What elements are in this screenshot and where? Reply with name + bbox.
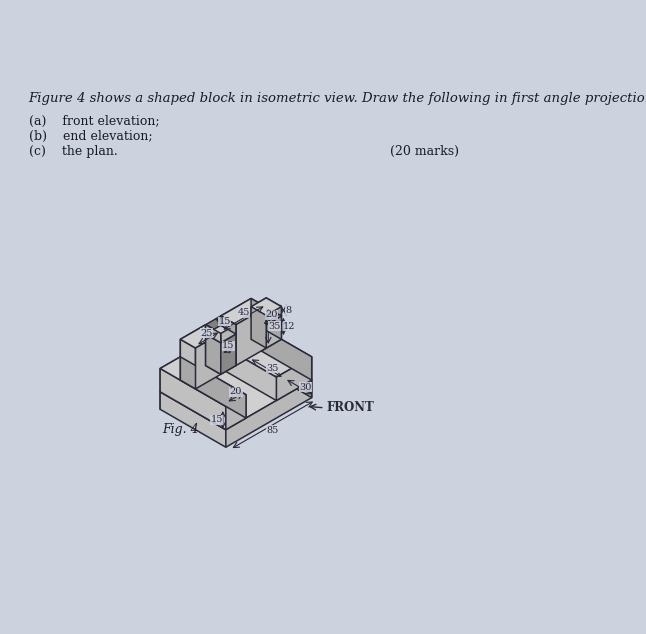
Text: FRONT: FRONT (326, 401, 374, 415)
Polygon shape (246, 319, 312, 380)
Polygon shape (221, 325, 236, 343)
Text: 20: 20 (265, 311, 278, 320)
Polygon shape (221, 316, 236, 366)
Polygon shape (226, 380, 312, 447)
Polygon shape (251, 298, 282, 315)
Polygon shape (246, 307, 266, 342)
Text: 45: 45 (237, 308, 250, 317)
Text: (c)    the plan.: (c) the plan. (28, 145, 118, 158)
Polygon shape (211, 319, 246, 363)
Polygon shape (246, 307, 282, 328)
Polygon shape (205, 325, 236, 343)
Polygon shape (196, 333, 221, 389)
Polygon shape (205, 316, 221, 366)
Polygon shape (160, 357, 246, 406)
Polygon shape (205, 325, 221, 374)
Text: (20 marks): (20 marks) (390, 145, 459, 158)
Polygon shape (160, 368, 226, 430)
Polygon shape (266, 307, 282, 325)
Polygon shape (180, 339, 196, 389)
Polygon shape (221, 299, 266, 325)
Text: 15: 15 (211, 415, 223, 424)
Polygon shape (211, 319, 312, 377)
Text: 15: 15 (218, 317, 231, 326)
Polygon shape (205, 357, 236, 374)
Polygon shape (251, 298, 266, 316)
Polygon shape (266, 298, 282, 316)
Polygon shape (160, 342, 246, 410)
Polygon shape (251, 307, 266, 325)
Text: 85: 85 (267, 425, 279, 434)
Polygon shape (266, 307, 282, 339)
Text: 20: 20 (230, 387, 242, 396)
Text: Fig. 4: Fig. 4 (162, 423, 199, 436)
Polygon shape (180, 325, 205, 380)
Text: 15: 15 (222, 341, 234, 350)
Polygon shape (246, 342, 312, 398)
Polygon shape (221, 299, 251, 357)
Polygon shape (211, 339, 276, 401)
Polygon shape (160, 357, 180, 392)
Text: (a)    front elevation;: (a) front elevation; (28, 115, 159, 127)
Polygon shape (221, 316, 236, 366)
Text: 8: 8 (286, 306, 292, 314)
Polygon shape (261, 316, 282, 351)
Text: 30: 30 (300, 383, 312, 392)
Polygon shape (221, 316, 236, 334)
Text: Figure 4 shows a shaped block in isometric view. Draw the following in first ang: Figure 4 shows a shaped block in isometr… (28, 92, 646, 105)
Polygon shape (160, 392, 226, 447)
Text: 25: 25 (200, 328, 213, 338)
Polygon shape (251, 299, 266, 348)
Text: 35: 35 (268, 322, 280, 331)
Polygon shape (246, 330, 282, 351)
Polygon shape (160, 342, 312, 430)
Polygon shape (226, 395, 246, 430)
Polygon shape (276, 357, 312, 401)
Text: 35: 35 (267, 364, 279, 373)
Polygon shape (236, 307, 266, 366)
Polygon shape (205, 325, 221, 374)
Polygon shape (180, 325, 221, 348)
Polygon shape (205, 325, 221, 343)
Text: 12: 12 (283, 322, 296, 331)
Polygon shape (180, 357, 246, 418)
Polygon shape (246, 319, 261, 351)
Text: (b)    end elevation;: (b) end elevation; (28, 129, 152, 143)
Polygon shape (221, 325, 236, 374)
